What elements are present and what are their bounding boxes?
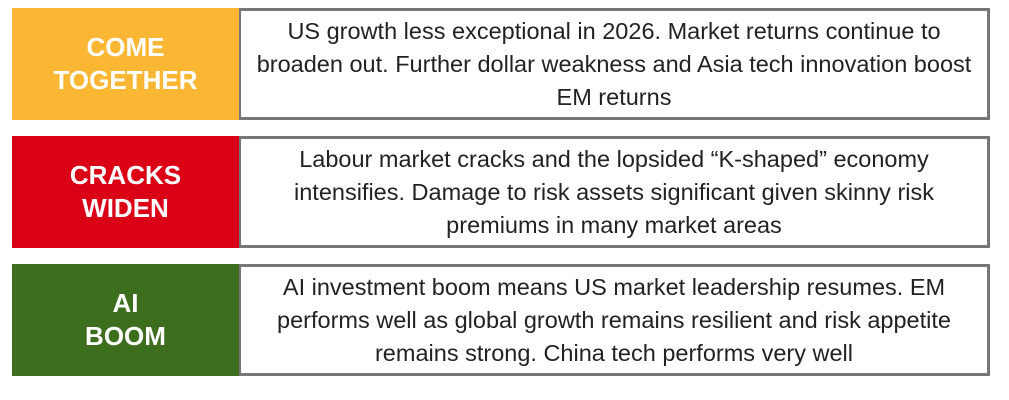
label-line: TOGETHER	[53, 65, 198, 95]
scenario-description: AI investment boom means US market leade…	[239, 264, 990, 376]
label-line: AI	[112, 288, 139, 318]
label-line: BOOM	[85, 321, 166, 351]
label-line: WIDEN	[82, 193, 169, 223]
scenario-description: US growth less exceptional in 2026. Mark…	[239, 8, 990, 120]
scenario-row-cracks-widen: CRACKS WIDEN Labour market cracks and the…	[12, 136, 990, 248]
scenario-description: Labour market cracks and the lopsided “K…	[239, 136, 990, 248]
scenario-row-come-together: COME TOGETHER US growth less exceptional …	[12, 8, 990, 120]
scenario-label: COME TOGETHER	[12, 8, 239, 120]
label-line: CRACKS	[69, 160, 182, 190]
scenario-label: AI BOOM	[12, 264, 239, 376]
scenario-label: CRACKS WIDEN	[12, 136, 239, 248]
label-line: COME	[86, 32, 165, 62]
scenario-row-ai-boom: AI BOOM AI investment boom means US marke…	[12, 264, 990, 376]
